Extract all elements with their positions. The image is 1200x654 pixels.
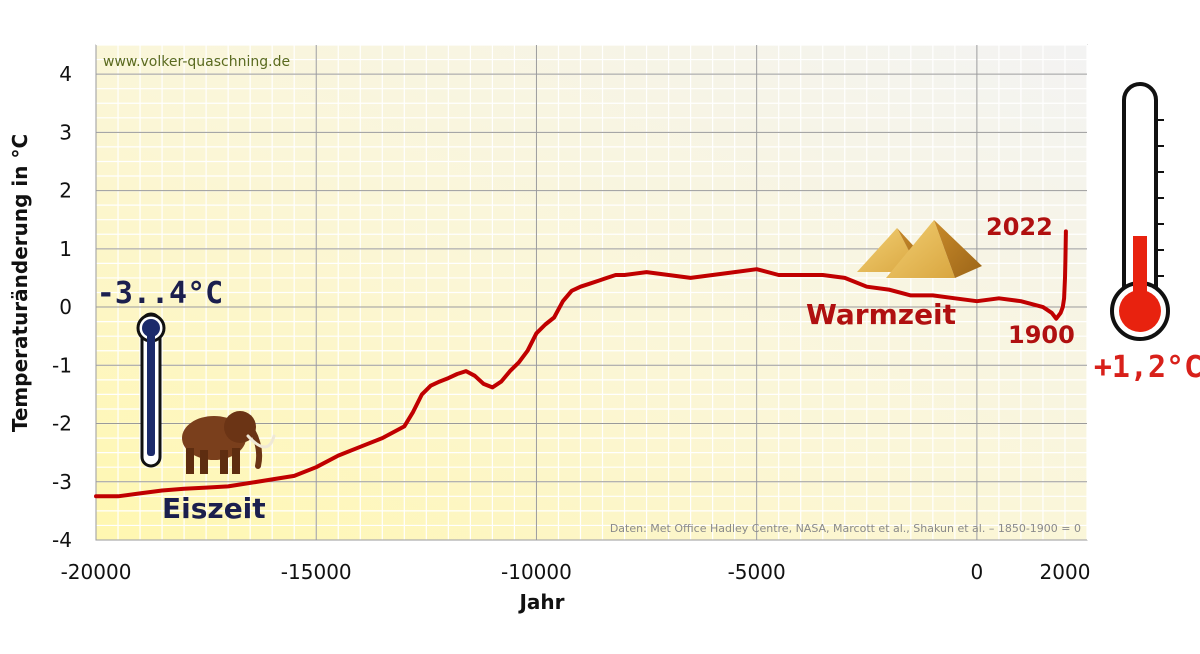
year-1900-label: 1900	[1008, 321, 1075, 349]
warm-value-label: +1,2°C	[1094, 350, 1200, 385]
warm-period-label: Warmzeit	[806, 298, 956, 331]
y-tick-label: 2	[59, 179, 72, 203]
y-axis-ticks: 4 3 2 1 0 -1 -2 -3 -4	[52, 62, 72, 552]
x-tick-label: 0	[971, 560, 984, 584]
source-note: Daten: Met Office Hadley Centre, NASA, M…	[610, 522, 1081, 535]
x-axis-ticks: -20000 -15000 -10000 -5000 0 2000	[61, 560, 1091, 584]
year-2022-label: 2022	[986, 213, 1053, 241]
watermark: www.volker-quaschning.de	[103, 54, 290, 70]
y-tick-label: -2	[52, 412, 72, 436]
x-tick-label: -20000	[61, 560, 132, 584]
temperature-series-line	[94, 229, 1068, 499]
x-axis-title: Jahr	[517, 590, 564, 614]
ice-age-label: Eiszeit	[162, 492, 266, 525]
x-tick-label: 2000	[1040, 560, 1091, 584]
x-tick-label: -15000	[281, 560, 352, 584]
cold-value-label: -3..4°C	[97, 276, 223, 311]
y-tick-label: 0	[59, 295, 72, 319]
y-tick-label: 1	[59, 237, 72, 261]
thermometer-cold-icon	[136, 312, 166, 468]
y-tick-label: -4	[52, 528, 72, 552]
mammoth-icon	[182, 411, 276, 474]
pyramids-icon	[857, 220, 982, 278]
x-tick-label: -10000	[501, 560, 572, 584]
y-tick-label: -3	[52, 470, 72, 494]
y-axis-title: Temperaturänderung in °C	[8, 134, 32, 432]
y-tick-label: 3	[59, 120, 72, 144]
x-tick-label: -5000	[728, 560, 786, 584]
y-tick-label: -1	[52, 353, 72, 377]
thermometer-hot-icon	[1110, 82, 1170, 341]
y-tick-label: 4	[59, 62, 72, 86]
